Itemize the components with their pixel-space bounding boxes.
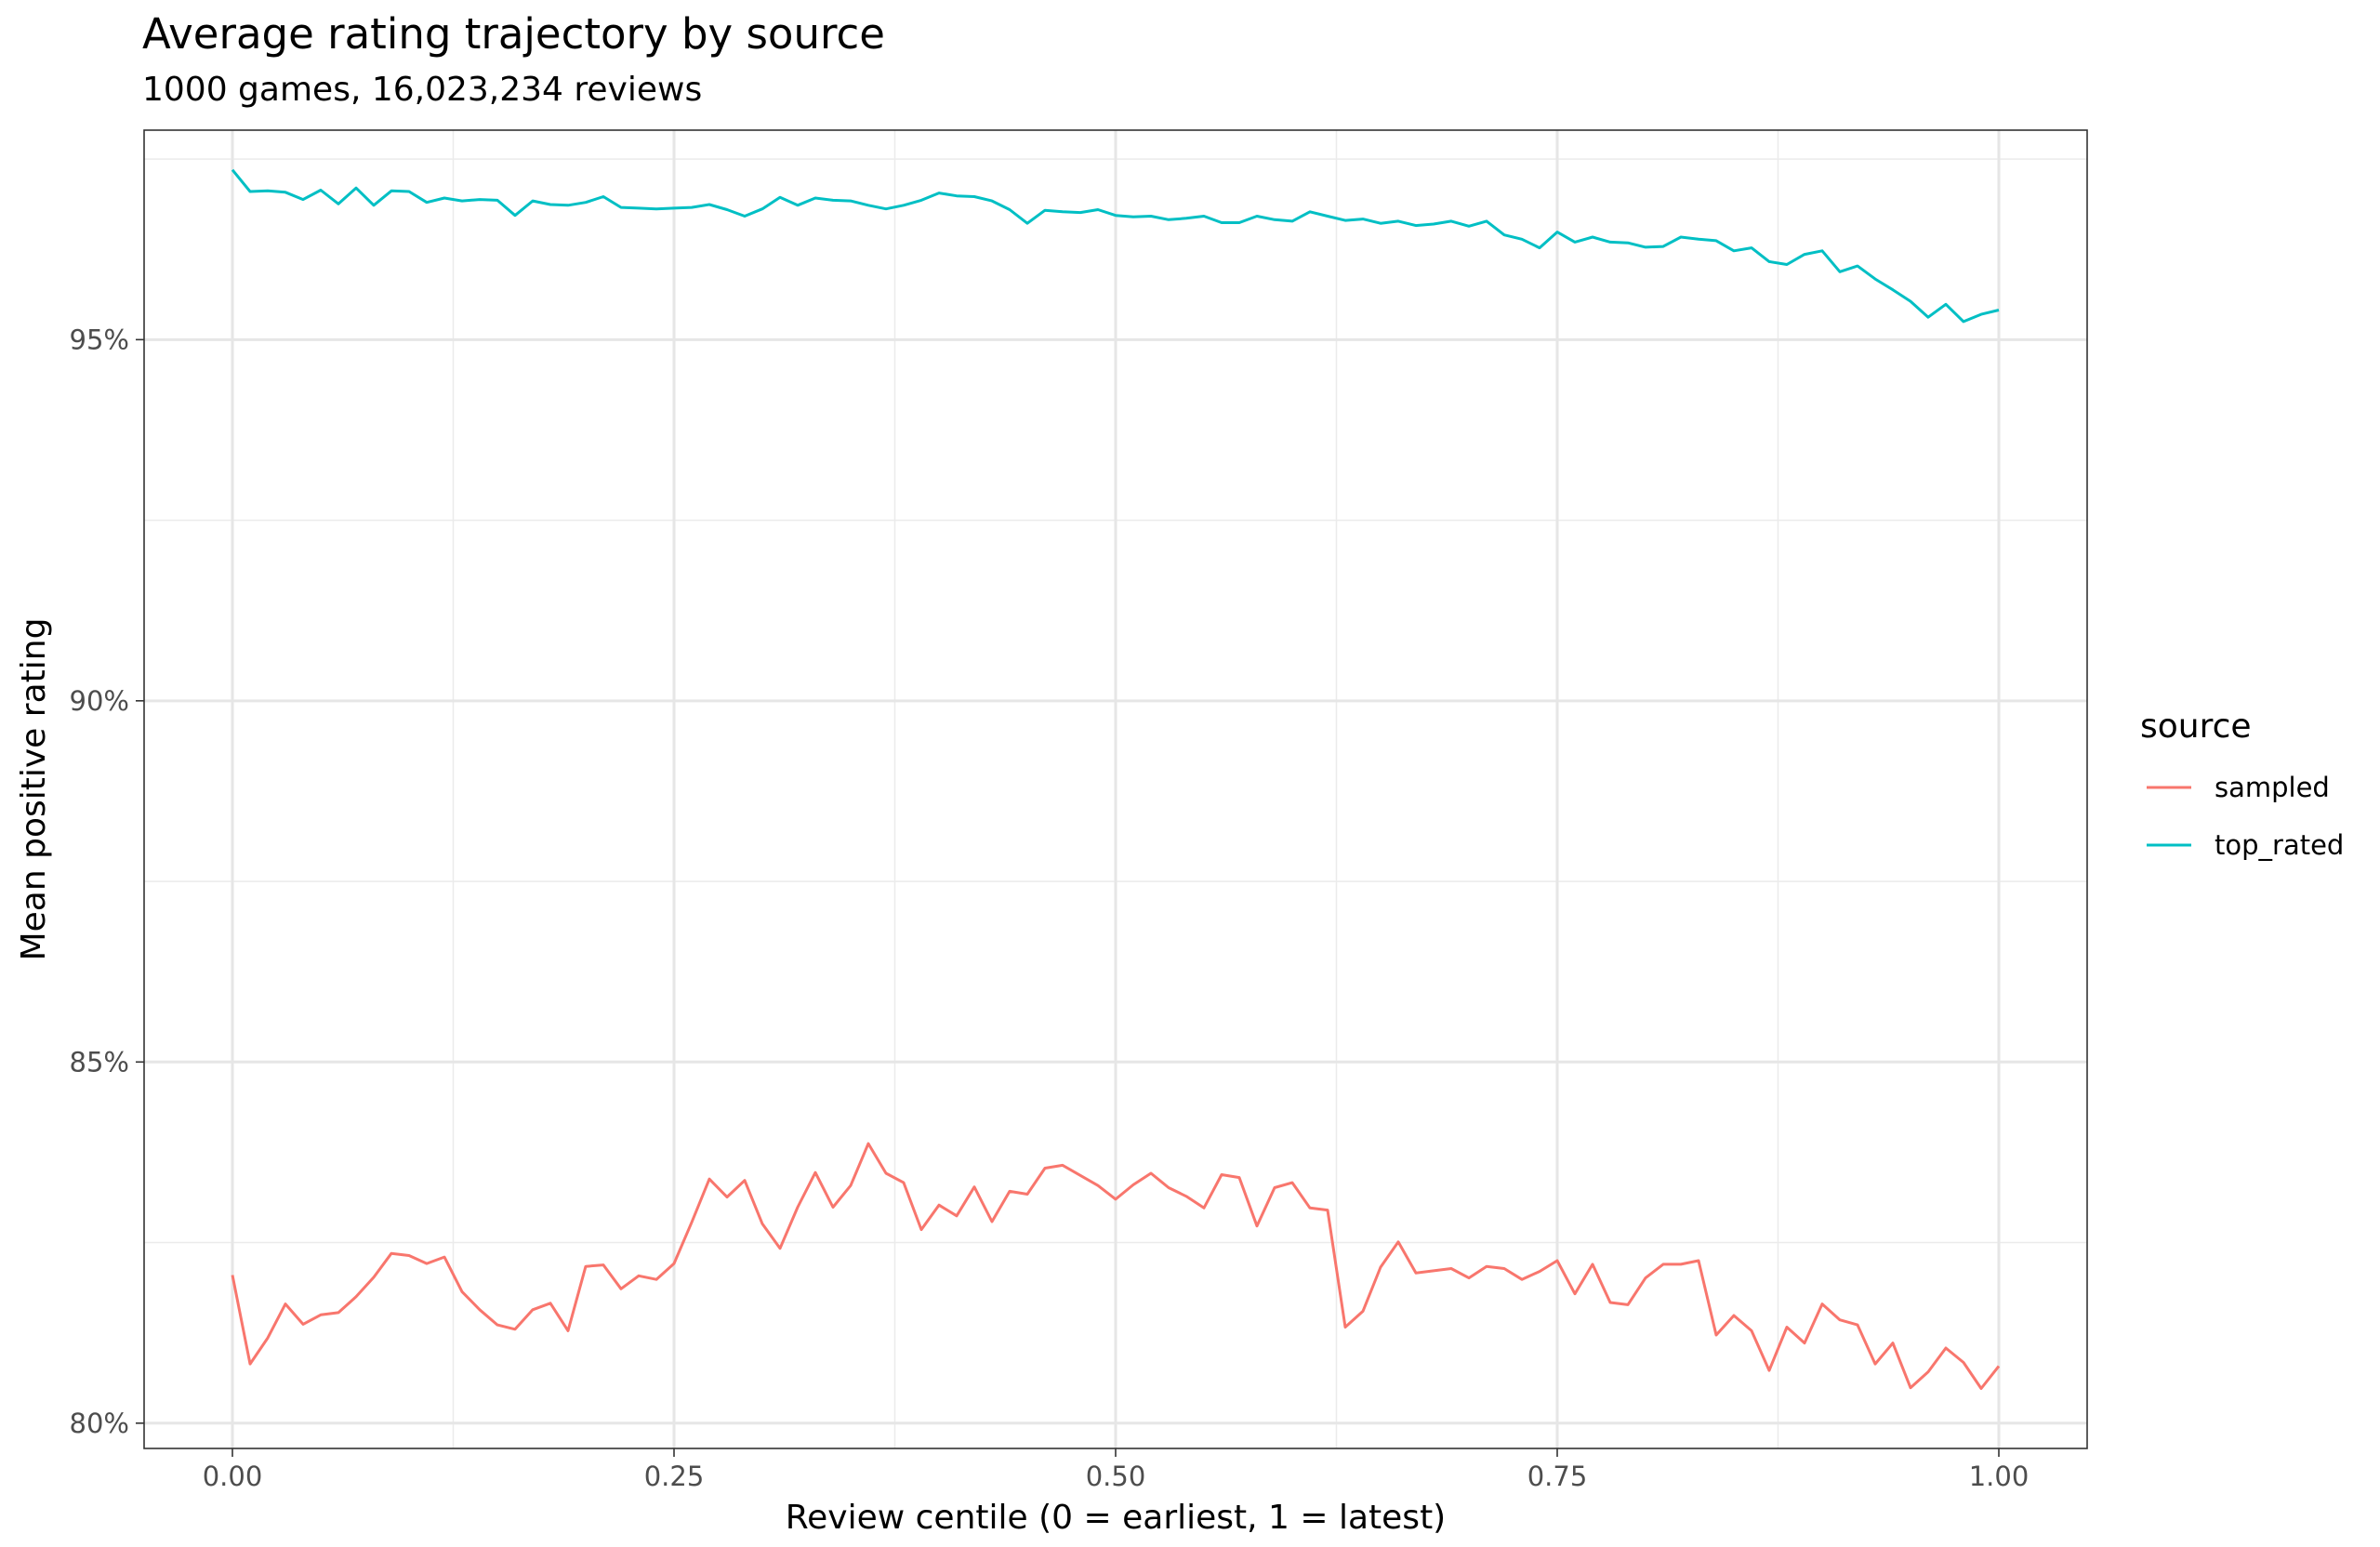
y-axis-title: Mean positive rating	[15, 618, 53, 961]
legend-items: sampled top_rated	[2147, 772, 2344, 861]
legend-label-top_rated: top_rated	[2215, 829, 2344, 861]
legend: source sampled top_rated	[2140, 707, 2344, 861]
x-tick-label: 0.50	[1086, 1461, 1146, 1492]
chart-subtitle: 1000 games, 16,023,234 reviews	[142, 71, 702, 109]
legend-label-sampled: sampled	[2215, 772, 2330, 803]
x-tick-label: 0.25	[644, 1461, 705, 1492]
series-line-sampled	[231, 1142, 2001, 1390]
y-tick-label: 85%	[70, 1046, 129, 1078]
legend-title: source	[2140, 707, 2252, 746]
x-tick-label: 0.75	[1527, 1461, 1588, 1492]
chart-title: Average rating trajectory by source	[142, 9, 885, 59]
series-lines	[231, 168, 2001, 1390]
x-tick-labels: 0.00 0.25 0.50 0.75 1.00	[203, 1461, 2030, 1492]
x-axis-title: Review centile (0 = earliest, 1 = latest…	[786, 1499, 1446, 1537]
y-tick-label: 90%	[70, 685, 129, 717]
y-tick-label: 95%	[70, 324, 129, 355]
major-grid	[144, 130, 2087, 1448]
series-line-top_rated	[231, 168, 2000, 324]
x-tick-label: 0.00	[203, 1461, 263, 1492]
y-tick-labels: 80% 85% 90% 95%	[70, 324, 129, 1438]
y-tick-label: 80%	[70, 1408, 129, 1439]
axis-ticks	[136, 338, 2000, 1457]
x-tick-label: 1.00	[1969, 1461, 2030, 1492]
